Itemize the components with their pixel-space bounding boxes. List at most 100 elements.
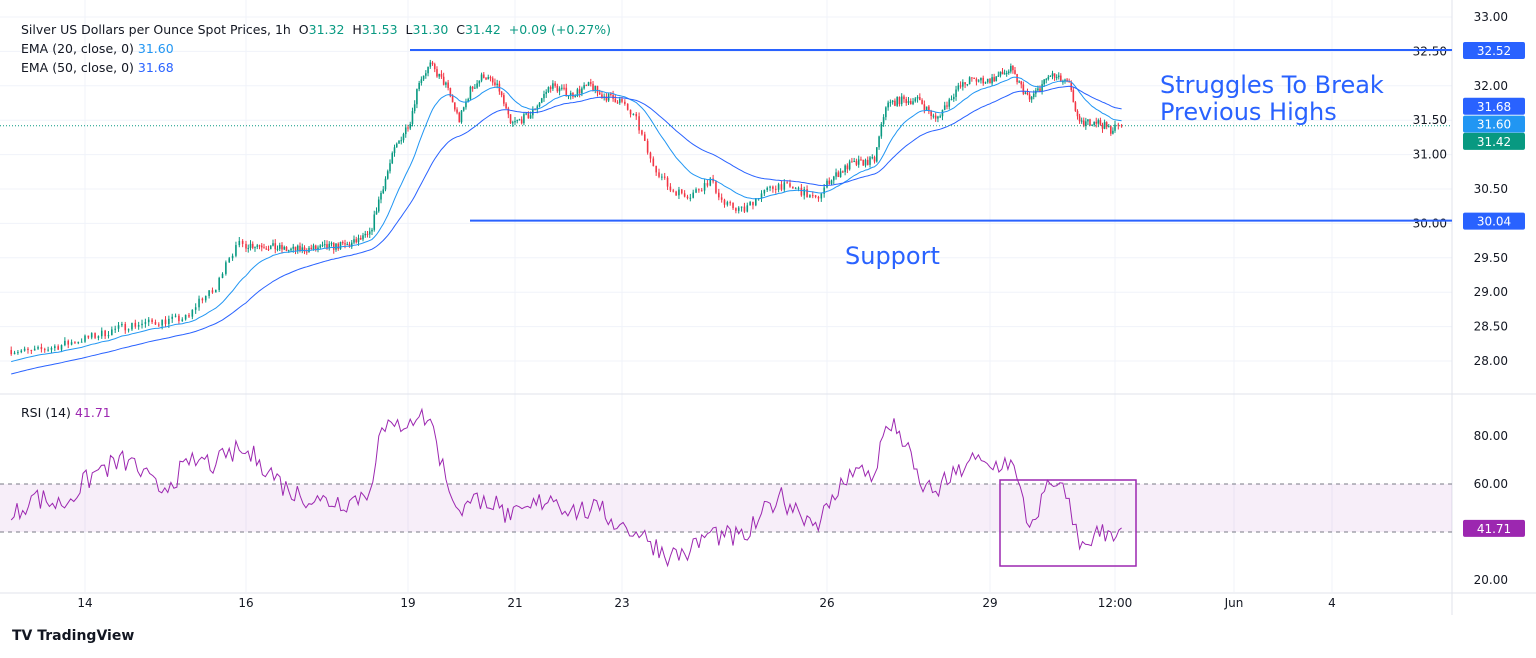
rsi-line bbox=[10, 407, 1122, 568]
candle-body bbox=[500, 91, 503, 96]
time-tick-label: 29 bbox=[982, 596, 997, 610]
price-tick-label: 31.50 bbox=[1413, 113, 1447, 127]
candle-body bbox=[932, 115, 935, 117]
candle-body bbox=[601, 94, 603, 98]
candle-body bbox=[763, 190, 766, 194]
candle-body bbox=[317, 247, 319, 250]
candle-body bbox=[939, 116, 941, 118]
candle-body bbox=[375, 211, 378, 215]
candle-body bbox=[305, 251, 308, 253]
rsi-legend[interactable]: RSI (14) 41.71 bbox=[21, 405, 111, 420]
candle-body bbox=[377, 199, 380, 212]
candle-body bbox=[971, 77, 973, 79]
candle-body bbox=[695, 189, 697, 193]
candle-body bbox=[117, 325, 120, 329]
candle-body bbox=[1032, 93, 1035, 97]
candle-body bbox=[164, 319, 167, 325]
candle-body bbox=[959, 85, 962, 87]
candle-body bbox=[732, 202, 734, 209]
candle-body bbox=[1085, 121, 1087, 126]
support-annotation: Support bbox=[845, 242, 940, 270]
time-tick-label: 16 bbox=[238, 596, 253, 610]
candle-body bbox=[1003, 73, 1006, 75]
candle-body bbox=[995, 76, 998, 82]
ema50-legend[interactable]: EMA (50, close, 0) 31.68 bbox=[21, 60, 174, 75]
candle-body bbox=[797, 187, 800, 189]
candle-body bbox=[837, 172, 840, 178]
candle-body bbox=[467, 99, 469, 102]
candle-body bbox=[605, 96, 608, 101]
candle-body bbox=[476, 83, 478, 88]
price-tick-label: 30.00 bbox=[1413, 216, 1447, 230]
candle-body bbox=[525, 113, 527, 115]
time-tick-label: 21 bbox=[507, 596, 522, 610]
candle-body bbox=[215, 289, 217, 293]
candle-body bbox=[989, 78, 991, 84]
candle-body bbox=[1001, 71, 1004, 75]
candle-body bbox=[258, 245, 261, 247]
candle-body bbox=[1014, 70, 1016, 74]
candle-body bbox=[290, 248, 292, 251]
ema50-value: 31.68 bbox=[137, 60, 174, 75]
candle-body bbox=[402, 134, 405, 141]
candle-body bbox=[249, 243, 252, 248]
candle-body bbox=[84, 335, 86, 342]
candle-body bbox=[585, 85, 588, 87]
candle-body bbox=[33, 348, 36, 351]
candle-body bbox=[518, 119, 521, 121]
candle-body bbox=[866, 159, 869, 165]
candle-body bbox=[860, 159, 862, 161]
candle-body bbox=[903, 96, 905, 100]
ema20-legend[interactable]: EMA (20, close, 0) 31.60 bbox=[21, 41, 174, 56]
candle-body bbox=[456, 109, 458, 113]
candle-body bbox=[438, 73, 441, 77]
candle-body bbox=[505, 103, 507, 109]
candle-body bbox=[786, 182, 788, 184]
candle-body bbox=[395, 143, 398, 148]
high-value: 31.53 bbox=[361, 22, 398, 37]
candle-body bbox=[362, 235, 364, 240]
ema50-line bbox=[11, 85, 1122, 375]
ema50-price-tag: 31.68 bbox=[1477, 100, 1511, 114]
candle-body bbox=[930, 111, 932, 116]
candle-body bbox=[1053, 73, 1056, 78]
candle-body bbox=[104, 330, 106, 337]
candle-body bbox=[661, 176, 663, 178]
candle-body bbox=[303, 247, 306, 252]
candle-body bbox=[587, 82, 590, 86]
candle-body bbox=[514, 121, 516, 123]
candle-body bbox=[887, 102, 889, 108]
candle-body bbox=[144, 322, 147, 324]
candle-body bbox=[312, 245, 315, 250]
tradingview-logo[interactable]: TV TradingView bbox=[12, 628, 134, 644]
candle-body bbox=[743, 206, 746, 212]
candle-body bbox=[554, 83, 556, 86]
ema20-line bbox=[11, 76, 1122, 363]
candle-body bbox=[755, 198, 757, 206]
candle-body bbox=[529, 115, 532, 119]
candle-body bbox=[1072, 90, 1075, 103]
candle-body bbox=[407, 127, 409, 129]
candle-body bbox=[527, 113, 530, 119]
rsi-highlight-box bbox=[999, 479, 1137, 567]
candle-body bbox=[610, 93, 612, 95]
candle-body bbox=[1078, 116, 1081, 122]
price-tick-label: 29.00 bbox=[1474, 285, 1508, 299]
rsi-label: RSI (14) bbox=[21, 405, 71, 420]
time-tick-label: 26 bbox=[819, 596, 834, 610]
candle-body bbox=[256, 245, 259, 247]
candle-body bbox=[1041, 84, 1043, 92]
candle-body bbox=[87, 335, 90, 338]
candle-body bbox=[503, 95, 505, 104]
candle-body bbox=[629, 109, 632, 115]
candle-body bbox=[1049, 75, 1052, 77]
candle-body bbox=[952, 96, 955, 100]
candle-body bbox=[1062, 81, 1064, 83]
candle-body bbox=[766, 187, 769, 191]
candle-body bbox=[618, 98, 621, 103]
candle-body bbox=[962, 82, 964, 87]
candle-body bbox=[1117, 124, 1120, 126]
candle-body bbox=[592, 83, 594, 91]
candle-body bbox=[281, 245, 283, 250]
